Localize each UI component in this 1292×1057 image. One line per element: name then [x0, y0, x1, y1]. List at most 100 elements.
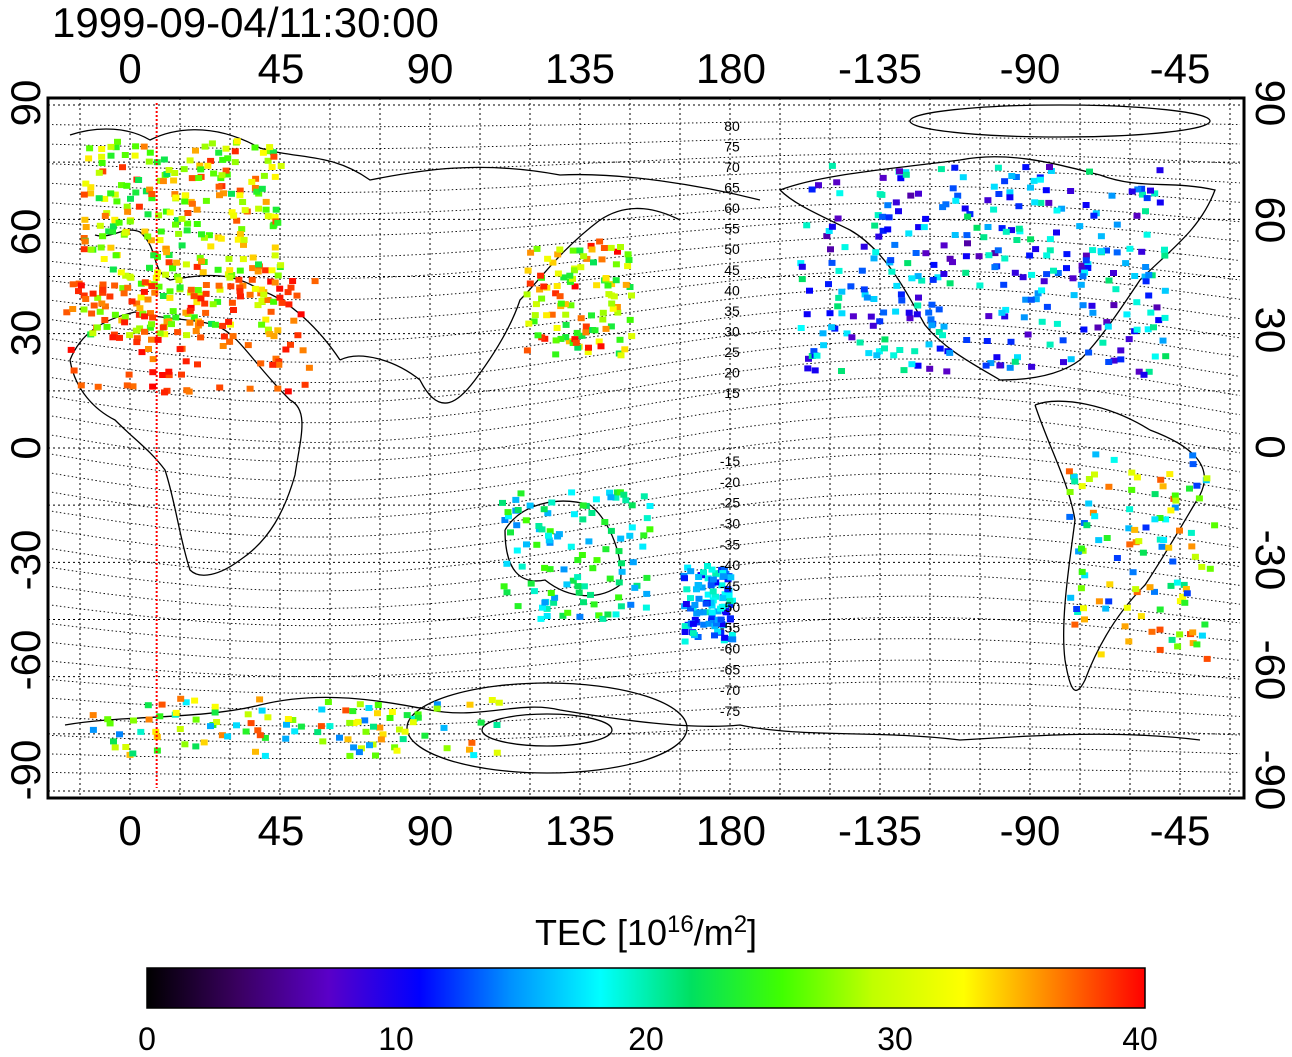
tec-point	[216, 184, 223, 190]
tec-point	[1160, 338, 1167, 344]
tec-point	[108, 144, 115, 150]
tec-point	[318, 723, 325, 729]
tec-point	[220, 343, 227, 349]
left-lat-tick: 0	[2, 436, 49, 459]
tec-point	[216, 283, 223, 289]
contour-label: 65	[724, 180, 740, 196]
left-lat-tick: -30	[2, 530, 49, 591]
tec-point	[1188, 530, 1195, 536]
tec-point	[100, 282, 107, 288]
tec-point	[263, 199, 270, 205]
tec-point	[1012, 359, 1019, 365]
tec-point	[884, 202, 891, 208]
tec-point	[915, 295, 922, 301]
colorbar-label: TEC [1016/m2]	[535, 911, 757, 954]
tec-point	[1081, 616, 1088, 622]
tec-point	[269, 362, 276, 368]
tec-point	[1067, 595, 1074, 601]
tec-point	[1188, 543, 1195, 549]
tec-point	[175, 231, 182, 237]
tec-point	[182, 193, 189, 199]
tec-point	[478, 720, 485, 726]
tec-point	[122, 314, 129, 320]
tec-point	[300, 347, 307, 353]
contour-label: 75	[724, 139, 740, 155]
tec-point	[1089, 303, 1096, 309]
tec-point	[600, 310, 607, 316]
south-pole-contour	[482, 714, 612, 746]
tec-point	[1078, 282, 1085, 288]
tec-point	[681, 575, 688, 581]
tec-point	[109, 334, 116, 340]
contour-label: -50	[720, 599, 740, 615]
tec-point	[929, 302, 936, 308]
tec-point	[695, 582, 702, 588]
tec-point	[626, 533, 633, 539]
tec-point	[1126, 541, 1133, 547]
contour-line	[48, 121, 1240, 127]
tec-point	[166, 167, 173, 173]
tec-point	[962, 270, 969, 276]
right-lat-tick: 30	[1247, 307, 1292, 354]
tec-point	[1099, 340, 1106, 346]
tec-point	[1114, 222, 1121, 228]
tec-point	[1060, 337, 1067, 343]
contour-label: 20	[724, 364, 740, 380]
timestamp-title: 1999-09-04/11:30:00	[52, 0, 439, 46]
tec-point	[1112, 286, 1119, 292]
tec-point	[181, 741, 188, 747]
tec-point	[133, 339, 140, 345]
tec-point	[504, 589, 511, 595]
right-latitude-ticks: 90 60 30 0 -30 -60 -90	[1247, 80, 1292, 811]
tec-point	[363, 729, 370, 735]
tec-point	[619, 569, 626, 575]
world-map: 8075706560555045403530252015-15-20-25-30…	[48, 98, 1244, 798]
tec-point	[203, 198, 210, 204]
tec-point	[203, 282, 210, 288]
bottom-lon-tick: -45	[1150, 807, 1211, 854]
tec-point	[1037, 200, 1044, 206]
tec-point	[1176, 528, 1183, 534]
tec-point	[827, 310, 834, 316]
tec-point	[554, 283, 561, 289]
tec-point	[184, 227, 191, 233]
tec-point	[1008, 173, 1015, 179]
tec-point	[943, 368, 950, 374]
tec-point	[255, 268, 262, 274]
tec-point	[319, 738, 326, 744]
tec-point	[272, 252, 279, 258]
tec-point	[941, 242, 948, 248]
tec-point	[285, 388, 292, 394]
tec-point	[139, 349, 146, 355]
left-lat-tick: -60	[2, 630, 49, 691]
tec-map-figure: 1999-09-04/11:30:00 0 45 90 135 180 -135…	[0, 0, 1292, 1057]
tec-point	[1149, 629, 1156, 635]
tec-point	[99, 160, 106, 166]
tec-point	[247, 292, 254, 298]
tec-point	[592, 327, 599, 333]
tec-point	[1126, 246, 1133, 252]
tec-point	[136, 204, 143, 210]
tec-point	[273, 207, 280, 213]
tec-point	[554, 325, 561, 331]
tec-point	[1138, 249, 1145, 255]
tec-point	[564, 610, 571, 616]
tec-point	[201, 301, 208, 307]
tec-point	[872, 249, 879, 255]
tec-point	[608, 301, 615, 307]
contour-label: 15	[724, 385, 740, 401]
tec-point	[400, 736, 407, 742]
tec-point	[361, 717, 368, 723]
tec-point	[86, 145, 93, 151]
tec-point	[1159, 544, 1166, 550]
tec-point	[255, 302, 262, 308]
tec-point	[91, 303, 98, 309]
tec-point	[1157, 200, 1164, 206]
tec-point	[947, 280, 954, 286]
tec-point	[523, 517, 530, 523]
tec-point	[166, 259, 173, 265]
tec-point	[809, 187, 816, 193]
tec-point	[81, 217, 88, 223]
tec-point	[81, 246, 88, 252]
tec-point	[1162, 288, 1169, 294]
